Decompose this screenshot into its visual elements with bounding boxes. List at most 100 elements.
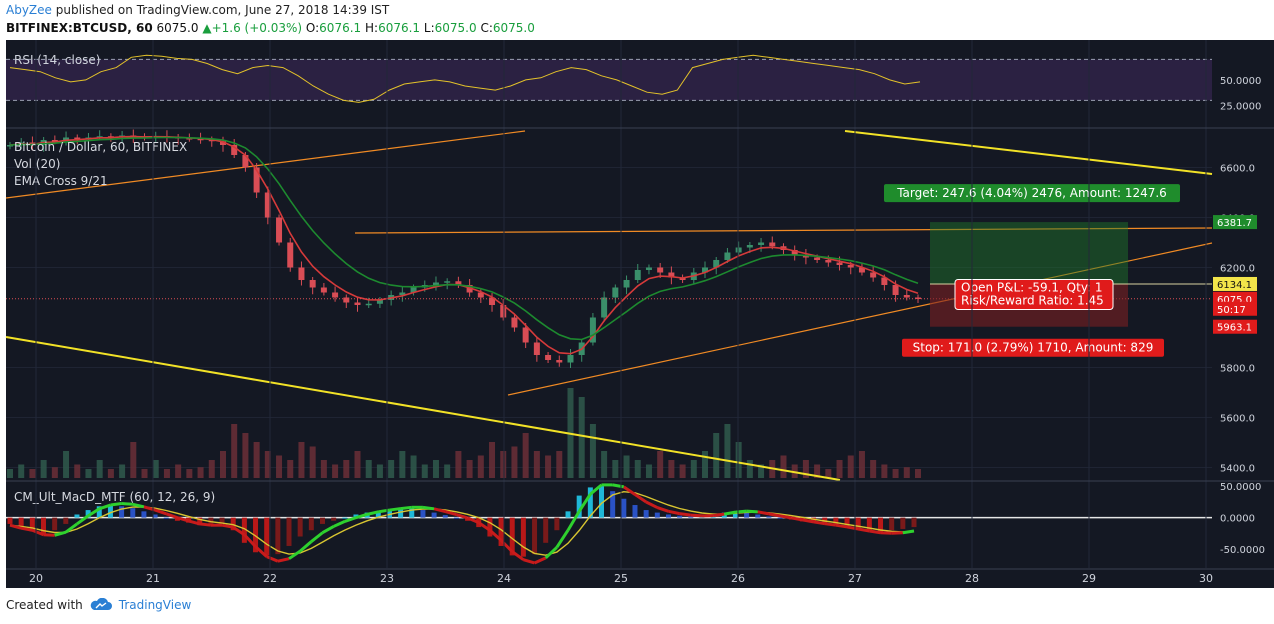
macd-pane[interactable]: 50.0000 0.0000 -50.0000 CM_Ult_MacD_MTF (60… (6, 482, 1265, 565)
volume-bar (343, 460, 350, 478)
macd-histogram-bar (498, 517, 504, 546)
candle-body (533, 342, 540, 355)
candle-body (242, 155, 249, 168)
macd-line-segment (824, 522, 837, 527)
candle-body (343, 297, 350, 303)
candle-body (197, 138, 204, 141)
time-axis[interactable]: 20 21 22 23 24 25 26 27 28 29 30 (6, 40, 1274, 585)
open-value: 6076.1 (319, 21, 362, 35)
volume-bar (679, 464, 686, 478)
macd-histogram-bar (487, 517, 493, 537)
rsi-legend: RSI (14, close) (14, 53, 100, 67)
macd-line-segment (533, 556, 547, 565)
macd-line-segment (389, 507, 401, 512)
volume-bar (870, 460, 877, 478)
macd-histogram-bar (844, 517, 850, 528)
volume-bar (802, 460, 809, 478)
macd-histogram-bar (308, 517, 314, 531)
published-text: published on TradingView.com, June 27, 2… (55, 3, 390, 17)
candle-body (881, 277, 888, 285)
volume-bar (713, 433, 720, 478)
macd-line-segment (266, 555, 279, 563)
risk-reward-label: Risk/Reward Ratio: 1.45 (961, 294, 1104, 308)
pnl-box[interactable] (954, 279, 1114, 310)
macd-histogram-bar (532, 517, 538, 555)
time-tick-label: 20 (29, 572, 43, 585)
high-value: 6076.1 (378, 21, 421, 35)
target-label: Target: 247.6 (4.04%) 2476, Amount: 1247… (896, 186, 1167, 200)
volume-bar (601, 451, 608, 478)
macd-line-segment (577, 493, 592, 513)
macd-histogram-bar (230, 517, 236, 531)
tradingview-cloud-icon (90, 598, 112, 610)
candle-body (477, 292, 484, 298)
volume-bar (455, 451, 462, 478)
macd-line-segment (378, 508, 390, 514)
macd-line-segment (735, 509, 747, 514)
candle-body (444, 281, 451, 283)
candle-body (399, 292, 406, 295)
volume-bar (276, 455, 283, 478)
volume-bar (219, 451, 226, 478)
stop-label-box[interactable] (902, 338, 1164, 357)
author-link[interactable]: AbyZee (6, 3, 52, 17)
macd-histogram-bar (643, 510, 649, 518)
macd-histogram-bar (755, 514, 761, 518)
candle-body (791, 250, 798, 255)
candle-body (489, 297, 496, 305)
macd-line-segment (589, 483, 603, 496)
volume-bar (163, 469, 170, 478)
price-axis-tag-label: 6381.7 (1217, 218, 1252, 229)
volume-bar (466, 460, 473, 478)
price-pane[interactable]: 6600.06400.06200.05800.05600.05400.0Targ… (5, 129, 1257, 481)
volume-bar (903, 467, 910, 478)
volume-bar (634, 460, 641, 478)
macd-line-segment (790, 516, 803, 522)
volume-bar (320, 460, 327, 478)
price-tick-label: 6600.0 (1220, 164, 1255, 175)
volume-bar (388, 460, 395, 478)
macd-histogram-bar (420, 510, 426, 518)
macd-tick-label: 50.0000 (1220, 482, 1261, 493)
macd-histogram-bar (319, 517, 325, 524)
high-label: H: (365, 21, 379, 35)
volume-bar (119, 464, 126, 478)
target-zone[interactable] (930, 222, 1128, 284)
macd-histogram-bar (677, 515, 683, 518)
macd-line-segment (555, 529, 570, 549)
volume-bar (141, 469, 148, 478)
volume-bar (85, 469, 92, 478)
macd-line-segment (76, 514, 90, 526)
macd-line-segment (310, 531, 324, 543)
price-tick-label: 5400.0 (1220, 464, 1255, 475)
macd-line-segment (199, 522, 212, 527)
price-axis-tag-label: 6134.1 (1217, 280, 1252, 291)
macd-line-segment (779, 514, 792, 520)
stop-label: Stop: 171.0 (2.79%) 1710, Amount: 829 (913, 341, 1154, 355)
candle-body (410, 287, 417, 293)
macd-line-segment (221, 523, 234, 529)
volume-bar (735, 442, 742, 478)
macd-line-segment (165, 512, 178, 520)
macd-histogram-bar (197, 517, 203, 526)
candle-body (758, 242, 765, 245)
macd-histogram-bar (208, 517, 214, 524)
volume-bar (533, 451, 540, 478)
volume-bar (858, 451, 865, 478)
candle-body (713, 260, 720, 268)
volume-bar (623, 455, 630, 478)
candle-body (702, 267, 709, 273)
tradingview-brand-link[interactable]: TradingView (118, 598, 192, 612)
volume-bar (354, 451, 361, 478)
rsi-series-line (9, 54, 921, 103)
volume-bar (186, 469, 193, 478)
macd-line-segment (98, 503, 111, 511)
time-tick-label: 22 (263, 572, 277, 585)
volume-bar (847, 455, 854, 478)
macd-histogram-bar (900, 517, 906, 529)
trendline-yellow-upper (844, 130, 1213, 175)
price-axis-tag-label: 50:17 (1217, 305, 1246, 316)
target-label-box[interactable] (884, 184, 1180, 203)
volume-bar (702, 451, 709, 478)
